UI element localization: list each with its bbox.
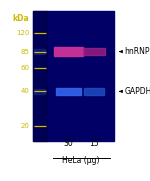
Text: 120: 120 (16, 30, 29, 37)
Text: kDa: kDa (12, 14, 29, 23)
Bar (33, 11, 47, 141)
Text: 60: 60 (20, 65, 29, 71)
Bar (54, 47, 82, 56)
Bar (34, 89, 45, 94)
Text: hnRNP: hnRNP (124, 47, 150, 56)
Bar (34, 49, 45, 54)
Bar (84, 88, 104, 95)
Bar (33, 11, 114, 141)
Text: 85: 85 (20, 49, 29, 55)
Text: 20: 20 (20, 123, 29, 129)
Text: 30: 30 (63, 139, 73, 148)
Text: GAPDH: GAPDH (124, 87, 150, 96)
Text: 40: 40 (20, 88, 29, 94)
Text: 15: 15 (89, 139, 99, 148)
Text: HeLa (μg): HeLa (μg) (62, 156, 100, 165)
Bar (82, 48, 105, 55)
Bar (56, 88, 81, 95)
